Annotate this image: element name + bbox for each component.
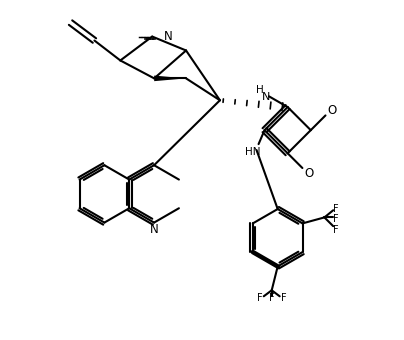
Text: F: F	[269, 293, 275, 303]
Text: F: F	[333, 225, 339, 235]
Text: H: H	[256, 85, 264, 95]
Text: F: F	[333, 204, 339, 214]
Text: N: N	[261, 92, 270, 102]
Text: N: N	[150, 223, 159, 236]
Text: F: F	[281, 293, 286, 303]
Polygon shape	[154, 75, 186, 81]
Text: N: N	[164, 30, 173, 43]
Text: F: F	[257, 293, 263, 303]
Text: O: O	[328, 104, 337, 117]
Text: HN: HN	[245, 147, 260, 157]
Text: O: O	[305, 167, 314, 180]
Text: F: F	[333, 215, 339, 224]
